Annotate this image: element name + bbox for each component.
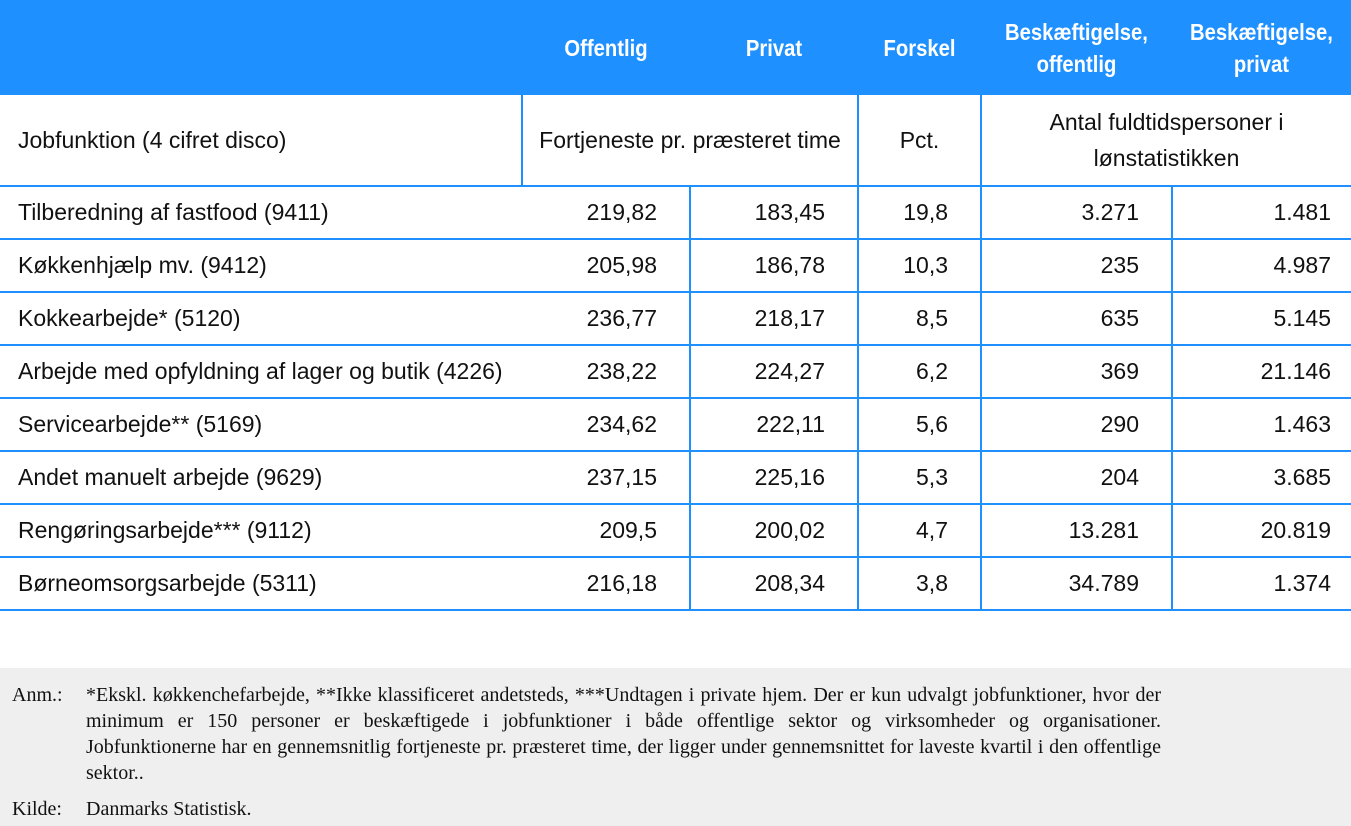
cell-jobfunction: Servicearbejde** (5169) xyxy=(0,398,522,452)
table-row: Andet manuelt arbejde (9629) 237,15 225,16… xyxy=(0,451,1351,505)
cell-offentlig: 219,82 xyxy=(522,186,690,240)
subheader-pct: Pct. xyxy=(857,95,981,187)
cell-beskaeftigelse-offentlig: 13.281 xyxy=(980,504,1172,558)
cell-offentlig: 234,62 xyxy=(522,398,690,452)
cell-privat: 218,17 xyxy=(689,292,858,346)
cell-privat: 222,11 xyxy=(689,398,858,452)
subheader-jobfunction: Jobfunktion (4 cifret disco) xyxy=(0,95,522,187)
cell-privat: 186,78 xyxy=(689,239,858,293)
cell-beskaeftigelse-privat: 3.685 xyxy=(1171,451,1351,505)
cell-beskaeftigelse-privat: 1.374 xyxy=(1171,557,1351,611)
cell-jobfunction: Tilberedning af fastfood (9411) xyxy=(0,186,522,240)
cell-privat: 208,34 xyxy=(689,557,858,611)
cell-beskaeftigelse-privat: 21.146 xyxy=(1171,345,1351,399)
cell-offentlig: 205,98 xyxy=(522,239,690,293)
cell-beskaeftigelse-privat: 1.463 xyxy=(1171,398,1351,452)
cell-offentlig: 236,77 xyxy=(522,292,690,346)
cell-beskaeftigelse-offentlig: 34.789 xyxy=(980,557,1172,611)
cell-beskaeftigelse-privat: 20.819 xyxy=(1171,504,1351,558)
cell-beskaeftigelse-privat: 1.481 xyxy=(1171,186,1351,240)
data-table: Offentlig Privat Forskel Beskæftigelse, … xyxy=(0,0,1351,611)
cell-forskel: 8,5 xyxy=(857,292,981,346)
header-cell-offentlig: Offentlig xyxy=(564,34,648,61)
cell-jobfunction: Kokkearbejde* (5120) xyxy=(0,292,522,346)
cell-privat: 224,27 xyxy=(689,345,858,399)
subheader-earnings: Fortjeneste pr. præsteret time xyxy=(521,95,858,187)
cell-beskaeftigelse-privat: 5.145 xyxy=(1171,292,1351,346)
cell-beskaeftigelse-offentlig: 635 xyxy=(980,292,1172,346)
header-cell-privat: Privat xyxy=(745,34,803,61)
table-row: Servicearbejde** (5169) 234,62 222,11 5,6 29… xyxy=(0,398,1351,452)
cell-privat: 200,02 xyxy=(689,504,858,558)
cell-jobfunction: Køkkenhjælp mv. (9412) xyxy=(0,239,522,293)
table-row: Arbejde med opfyldning af lager og butik… xyxy=(0,345,1351,399)
table-row: Rengøringsarbejde*** (9112) 209,5 200,02 4,… xyxy=(0,504,1351,558)
table-row: Kokkearbejde* (5120) 236,77 218,17 8,5 635 5.… xyxy=(0,292,1351,346)
cell-beskaeftigelse-offentlig: 369 xyxy=(980,345,1172,399)
cell-beskaeftigelse-offentlig: 204 xyxy=(980,451,1172,505)
cell-beskaeftigelse-offentlig: 235 xyxy=(980,239,1172,293)
header-cell-forskel: Forskel xyxy=(883,34,956,61)
header-cell-blank xyxy=(31,0,490,95)
note-anm-label: Anm.: xyxy=(12,684,63,706)
cell-forskel: 19,8 xyxy=(857,186,981,240)
note-kilde-text: Danmarks Statistisk. xyxy=(86,798,252,820)
cell-forskel: 5,3 xyxy=(857,451,981,505)
subheader-employment: Antal fuldtidspersoner i lønstatistikken xyxy=(980,95,1351,187)
cell-beskaeftigelse-offentlig: 290 xyxy=(980,398,1172,452)
cell-jobfunction: Arbejde med opfyldning af lager og butik… xyxy=(0,345,522,399)
cell-beskaeftigelse-offentlig: 3.271 xyxy=(980,186,1172,240)
cell-forskel: 5,6 xyxy=(857,398,981,452)
cell-offentlig: 238,22 xyxy=(522,345,690,399)
cell-jobfunction: Rengøringsarbejde*** (9112) xyxy=(0,504,522,558)
cell-privat: 225,16 xyxy=(689,451,858,505)
table-row: Børneomsorgsarbejde (5311) 216,18 208,34 3,… xyxy=(0,557,1351,611)
cell-privat: 183,45 xyxy=(689,186,858,240)
cell-offentlig: 209,5 xyxy=(522,504,690,558)
notes-box: Anm.: *Ekskl. køkkenchefarbejde, **Ikke … xyxy=(0,668,1351,826)
cell-jobfunction: Børneomsorgsarbejde (5311) xyxy=(0,557,522,611)
cell-offentlig: 237,15 xyxy=(522,451,690,505)
cell-forskel: 6,2 xyxy=(857,345,981,399)
cell-jobfunction: Andet manuelt arbejde (9629) xyxy=(0,451,522,505)
cell-forskel: 3,8 xyxy=(857,557,981,611)
cell-offentlig: 216,18 xyxy=(522,557,690,611)
note-anm-text: *Ekskl. køkkenchefarbejde, **Ikke klassi… xyxy=(86,684,1161,784)
header-cell-beskaeftigelse-privat: Beskæftigelse, privat xyxy=(1190,18,1333,77)
subheader-row: Jobfunktion (4 cifret disco) Fortjeneste… xyxy=(0,95,1351,187)
cell-beskaeftigelse-privat: 4.987 xyxy=(1171,239,1351,293)
cell-forskel: 4,7 xyxy=(857,504,981,558)
note-kilde-label: Kilde: xyxy=(12,798,62,820)
header-cell-beskaeftigelse-offentlig: Beskæftigelse, offentlig xyxy=(1005,18,1148,77)
table-row: Tilberedning af fastfood (9411) 219,82 183… xyxy=(0,186,1351,240)
table-row: Køkkenhjælp mv. (9412) 205,98 186,78 10,3 23… xyxy=(0,239,1351,293)
header-row: Offentlig Privat Forskel Beskæftigelse, … xyxy=(0,0,1351,95)
cell-forskel: 10,3 xyxy=(857,239,981,293)
